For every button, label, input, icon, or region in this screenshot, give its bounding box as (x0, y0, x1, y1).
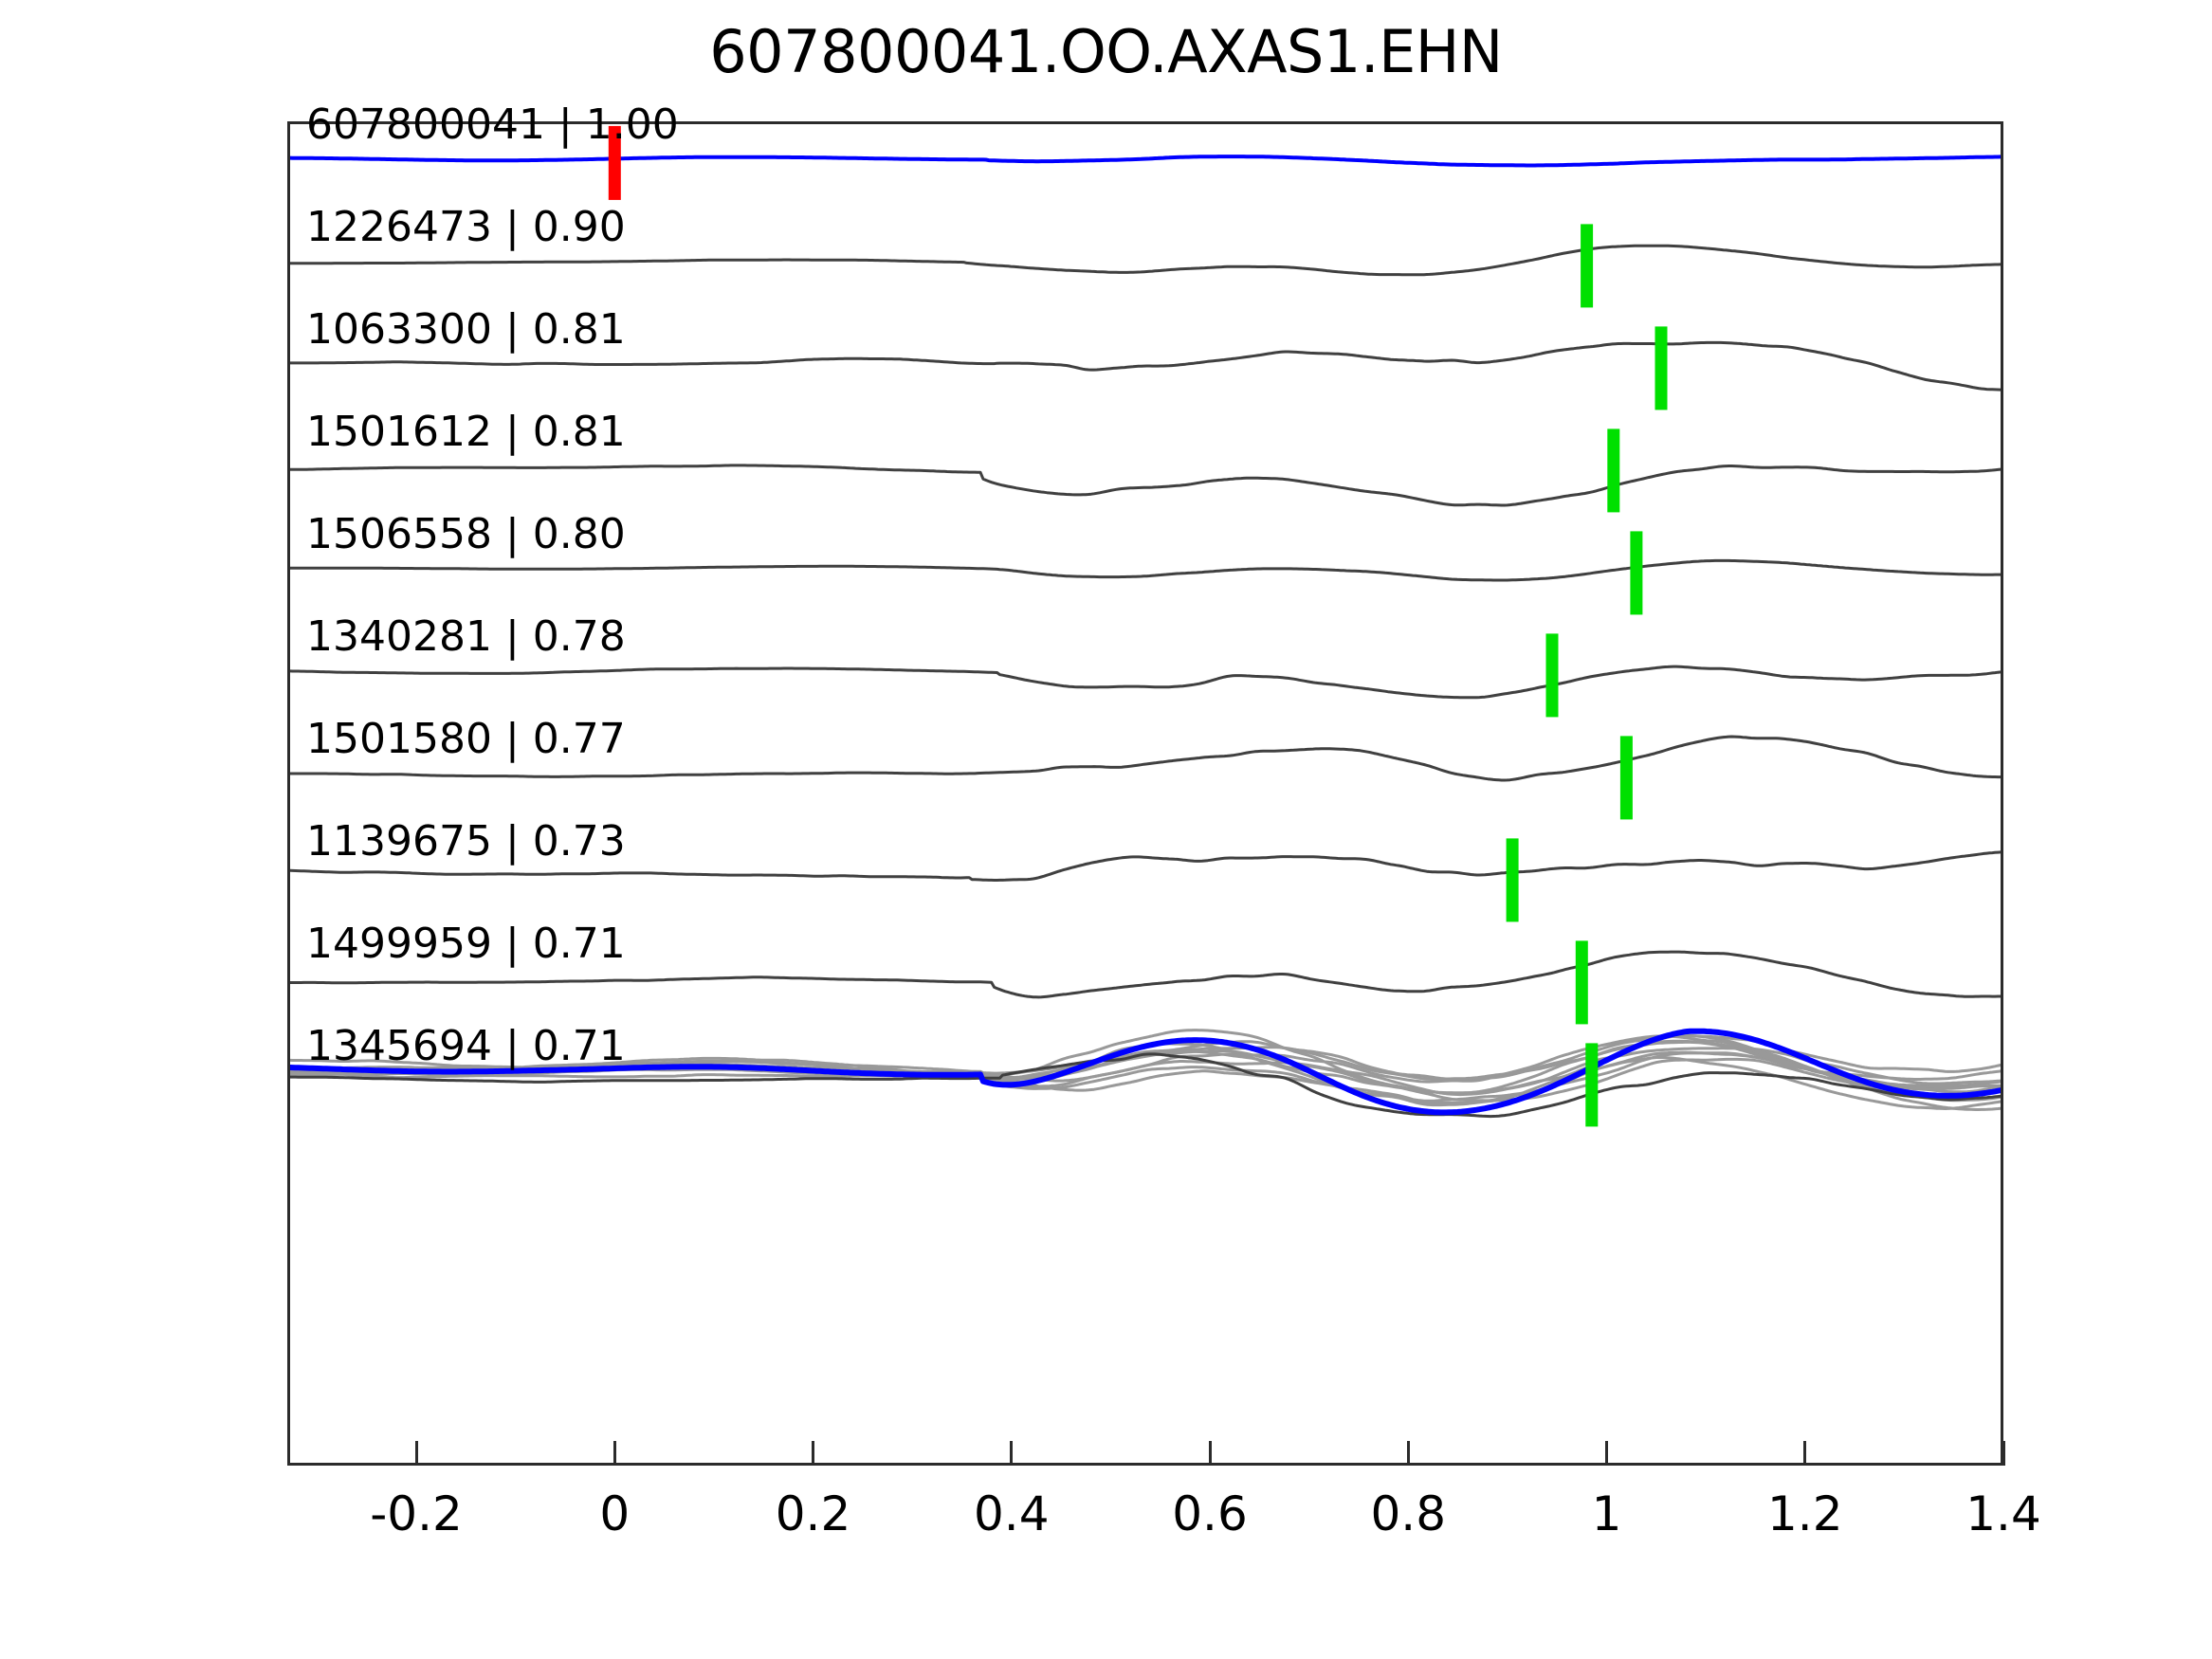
trace-label-1499959: 1499959 | 0.71 (306, 920, 626, 968)
trace-label-607800041: 607800041 | 1.00 (306, 100, 679, 149)
waveform-trace-1345694 (287, 1052, 2003, 1119)
detection-pick-marker-1226473 (1581, 224, 1594, 308)
x-axis-tick (2002, 1441, 2005, 1466)
waveform-trace-1501580 (287, 735, 2003, 782)
trace-label-1345694: 1345694 | 0.71 (306, 1022, 626, 1070)
waveform-canvas (287, 125, 2003, 1127)
detection-pick-marker-1063300 (1654, 326, 1668, 410)
x-axis-tick-label: 0.4 (973, 1486, 1050, 1541)
trace-label-1340281: 1340281 | 0.78 (306, 612, 626, 661)
x-axis-tick (1010, 1441, 1014, 1466)
detection-pick-marker-1501612 (1607, 428, 1620, 513)
x-axis-tick-label: 1.2 (1766, 1486, 1843, 1541)
detection-pick-marker-1506558 (1630, 531, 1643, 615)
detection-pick-marker-1499959 (1575, 940, 1588, 1025)
x-axis-tick-label: 0.6 (1172, 1486, 1248, 1541)
waveform-trace-1340281 (287, 665, 2003, 700)
x-axis-tick-label: 1.4 (1965, 1486, 2041, 1541)
x-axis-tick (612, 1441, 616, 1466)
x-axis-tick (812, 1441, 814, 1466)
waveform-trace-607800041 (287, 155, 2003, 168)
x-axis-tick (1208, 1441, 1212, 1466)
detection-pick-marker-1340281 (1545, 633, 1559, 718)
waveform-trace-1226473 (287, 244, 2003, 277)
x-axis-tick-label: 0.8 (1370, 1486, 1447, 1541)
x-axis-tick-label: 0 (599, 1486, 631, 1541)
trace-label-1506558: 1506558 | 0.80 (306, 510, 626, 558)
trace-label-1226473: 1226473 | 0.90 (306, 203, 626, 251)
trace-label-1139675: 1139675 | 0.73 (306, 817, 626, 866)
x-axis-tick (1803, 1441, 1807, 1466)
waveform-trace-1063300 (287, 340, 2003, 392)
x-axis-tick-label: 1 (1591, 1486, 1622, 1541)
template-pick-marker-607800041 (608, 125, 621, 200)
x-axis-tick-label: -0.2 (370, 1486, 463, 1541)
trace-label-1501580: 1501580 | 0.77 (306, 715, 626, 763)
x-axis-tick (1605, 1441, 1608, 1466)
x-axis-tick-label: 0.2 (775, 1486, 851, 1541)
waveform-trace-1506558 (287, 558, 2003, 582)
x-axis-tick (1406, 1441, 1410, 1466)
page-title: 607800041.OO.AXAS1.EHN (709, 17, 1503, 86)
x-axis-tick (414, 1441, 418, 1466)
stack-average-trace (287, 1028, 2003, 1116)
detection-pick-marker-1139675 (1506, 838, 1519, 922)
waveform-trace-1499959 (287, 950, 2003, 999)
trace-label-1501612: 1501612 | 0.81 (306, 408, 626, 456)
detection-pick-marker-1501580 (1619, 736, 1633, 820)
detection-pick-marker-1345694 (1585, 1043, 1599, 1127)
waveform-trace-1501612 (287, 464, 2003, 507)
trace-label-1063300: 1063300 | 0.81 (306, 305, 626, 354)
waveform-trace-1139675 (287, 850, 2003, 882)
